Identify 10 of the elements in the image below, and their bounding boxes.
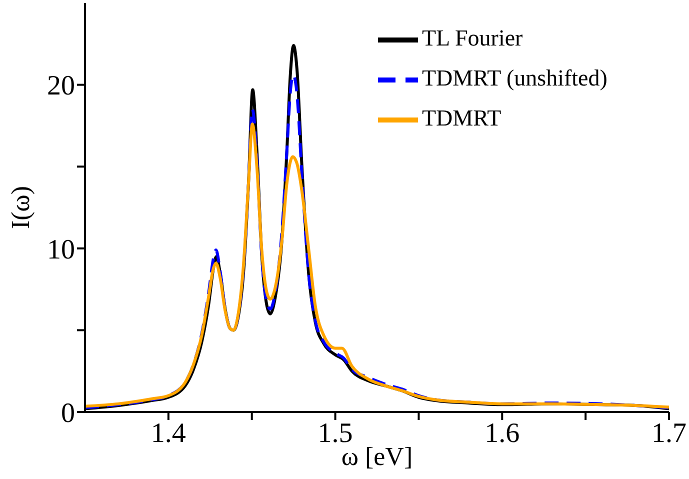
x-tick-label: 1.7 [652,418,686,449]
x-tick-label: 1.6 [484,418,520,449]
y-axis-title: I(ω) [6,186,36,230]
x-tick-label: 1.4 [150,418,186,449]
legend-label: TDMRT [422,105,502,130]
y-tick-label: 0 [61,398,75,429]
legend-label: TL Fourier [422,25,523,50]
legend-label: TDMRT (unshifted) [422,65,608,90]
y-tick-label: 10 [47,234,75,266]
y-tick-label: 20 [47,70,75,102]
